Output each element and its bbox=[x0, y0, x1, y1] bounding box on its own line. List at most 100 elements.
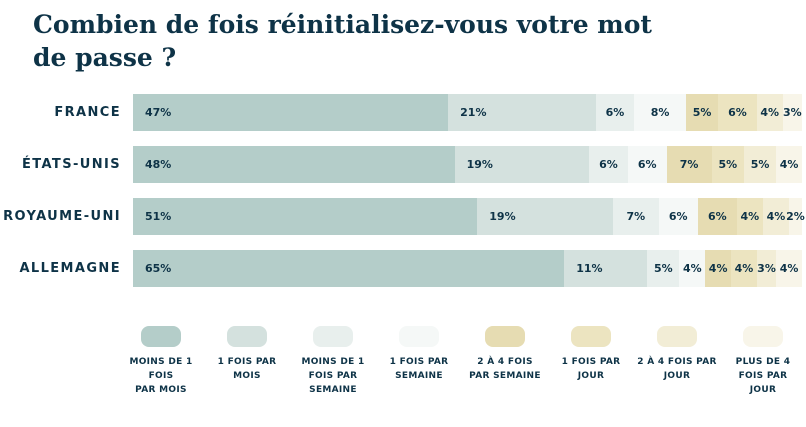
legend-label: 2 À 4 FOIS PAR JOUR bbox=[637, 357, 717, 381]
segment-value-label: 6% bbox=[599, 158, 618, 171]
segment-value-label: 4% bbox=[766, 210, 786, 223]
segment-value-label: 7% bbox=[679, 158, 699, 171]
segment-value-label: 65% bbox=[145, 262, 172, 275]
segment-value-label: 4% bbox=[779, 158, 799, 171]
legend-swatch bbox=[743, 326, 783, 347]
bar-segment: 7% bbox=[613, 198, 659, 235]
bar-segment: 7% bbox=[666, 146, 712, 183]
stacked-bar: 48% 19% 6% 6% 7% 5% 5% 4% bbox=[133, 146, 802, 183]
bar-segment: 4% bbox=[776, 146, 802, 183]
page-title: Combien de fois réinitialisez-vous votre… bbox=[33, 8, 766, 74]
chart-row: FRANCE 47% 21% 6% 8% 5% 6% 4% 3% bbox=[0, 94, 806, 131]
segment-value-label: 6% bbox=[707, 210, 727, 223]
bar-segment: 11% bbox=[564, 250, 648, 287]
segment-value-label: 4% bbox=[734, 262, 754, 275]
legend-label: 1 FOIS PAR MOIS bbox=[217, 357, 277, 381]
bar-segment: 6% bbox=[697, 198, 737, 235]
bar-segment: 48% bbox=[133, 146, 455, 183]
bar-segment: 6% bbox=[595, 94, 635, 131]
segment-value-label: 8% bbox=[650, 106, 670, 119]
segment-value-label: 5% bbox=[718, 158, 738, 171]
legend-label: 2 À 4 FOIS PAR SEMAINE bbox=[469, 357, 541, 381]
chart-row: ALLEMAGNE 65% 11% 5% 4% 4% 4% 3% 4% bbox=[0, 250, 806, 287]
bar-segment: 4% bbox=[731, 250, 757, 287]
segment-value-label: 4% bbox=[683, 262, 702, 275]
chart-row: ÉTATS-UNIS 48% 19% 6% 6% 7% 5% 5% 4% bbox=[0, 146, 806, 183]
bar-segment: 4% bbox=[776, 250, 802, 287]
category-label: ÉTATS-UNIS bbox=[21, 157, 121, 172]
category-label: ROYAUME-UNI bbox=[3, 209, 121, 224]
segment-value-label: 4% bbox=[708, 262, 728, 275]
bar-segment: 6% bbox=[718, 94, 757, 131]
bar-segment: 3% bbox=[782, 94, 802, 131]
page-title-line-2: de passe ? bbox=[33, 43, 177, 72]
chart-rows: FRANCE 47% 21% 6% 8% 5% 6% 4% 3% ÉTATS-UNIS 48% 19%… bbox=[0, 94, 806, 287]
segment-value-label: 51% bbox=[145, 210, 172, 223]
segment-value-label: 19% bbox=[466, 158, 493, 171]
segment-value-label: 11% bbox=[576, 262, 603, 275]
bar-segment: 4% bbox=[736, 198, 763, 235]
segment-value-label: 6% bbox=[668, 210, 688, 223]
bar-segment: 4% bbox=[705, 250, 732, 287]
legend-item: MOINS DE 1 FOIS PAR MOIS bbox=[118, 326, 204, 398]
legend-swatch bbox=[227, 326, 267, 347]
segment-value-label: 4% bbox=[779, 262, 799, 275]
legend-item: MOINS DE 1 FOIS PAR SEMAINE bbox=[290, 326, 376, 398]
category-label: ALLEMAGNE bbox=[19, 261, 121, 276]
segment-value-label: 2% bbox=[786, 210, 805, 223]
bar-segment: 5% bbox=[711, 146, 744, 183]
legend-swatch bbox=[657, 326, 697, 347]
legend-label: 1 FOIS PAR SEMAINE bbox=[389, 357, 449, 381]
stacked-bar: 47% 21% 6% 8% 5% 6% 4% 3% bbox=[133, 94, 802, 131]
legend-swatch bbox=[313, 326, 353, 347]
bar-segment: 19% bbox=[477, 198, 614, 235]
legend-item: 2 À 4 FOIS PAR JOUR bbox=[634, 326, 720, 398]
legend-swatch bbox=[399, 326, 439, 347]
chart-row: ROYAUME-UNI 51% 19% 7% 6% 6% 4% 4% 2% bbox=[0, 198, 806, 235]
segment-value-label: 47% bbox=[145, 106, 172, 119]
segment-value-label: 4% bbox=[760, 106, 780, 119]
segment-value-label: 5% bbox=[692, 106, 712, 119]
segment-value-label: 5% bbox=[750, 158, 770, 171]
bar-segment: 4% bbox=[679, 250, 706, 287]
bar-segment: 47% bbox=[133, 94, 449, 131]
legend-item: 2 À 4 FOIS PAR SEMAINE bbox=[462, 326, 548, 398]
bar-segment: 4% bbox=[756, 94, 783, 131]
segment-value-label: 6% bbox=[728, 106, 747, 119]
bar-segment: 8% bbox=[634, 94, 686, 131]
segment-value-label: 19% bbox=[489, 210, 516, 223]
bar-segment: 4% bbox=[762, 198, 789, 235]
legend-item: 1 FOIS PAR JOUR bbox=[548, 326, 634, 398]
segment-value-label: 3% bbox=[757, 262, 776, 275]
bar-segment: 6% bbox=[658, 198, 698, 235]
legend-swatch bbox=[141, 326, 181, 347]
segment-value-label: 6% bbox=[605, 106, 625, 119]
bar-segment: 19% bbox=[454, 146, 590, 183]
segment-value-label: 7% bbox=[626, 210, 646, 223]
legend-label: 1 FOIS PAR JOUR bbox=[561, 357, 621, 381]
category-label: FRANCE bbox=[54, 105, 121, 120]
bar-segment: 5% bbox=[685, 94, 719, 131]
stacked-bar: 65% 11% 5% 4% 4% 4% 3% 4% bbox=[133, 250, 802, 287]
legend-item: 1 FOIS PAR MOIS bbox=[204, 326, 290, 398]
bar-segment: 5% bbox=[647, 250, 680, 287]
bar-segment: 6% bbox=[589, 146, 628, 183]
legend-item: PLUS DE 4 FOIS PAR JOUR bbox=[720, 326, 806, 398]
legend-swatch bbox=[485, 326, 525, 347]
bar-segment: 21% bbox=[448, 94, 596, 131]
segment-value-label: 48% bbox=[145, 158, 172, 171]
bar-segment: 6% bbox=[627, 146, 667, 183]
legend-swatch bbox=[571, 326, 611, 347]
segment-value-label: 4% bbox=[740, 210, 760, 223]
legend-label: MOINS DE 1 FOIS PAR SEMAINE bbox=[301, 357, 365, 395]
page-title-line-1: Combien de fois réinitialisez-vous votre… bbox=[33, 10, 652, 39]
segment-value-label: 3% bbox=[782, 106, 802, 119]
bar-segment: 3% bbox=[756, 250, 777, 287]
segment-value-label: 6% bbox=[637, 158, 657, 171]
segment-value-label: 5% bbox=[653, 262, 673, 275]
stacked-bar: 51% 19% 7% 6% 6% 4% 4% 2% bbox=[133, 198, 805, 235]
bar-segment: 2% bbox=[786, 198, 805, 235]
bar-segment: 51% bbox=[133, 198, 478, 235]
legend-label: PLUS DE 4 FOIS PAR JOUR bbox=[735, 357, 791, 395]
segment-value-label: 21% bbox=[460, 106, 487, 119]
